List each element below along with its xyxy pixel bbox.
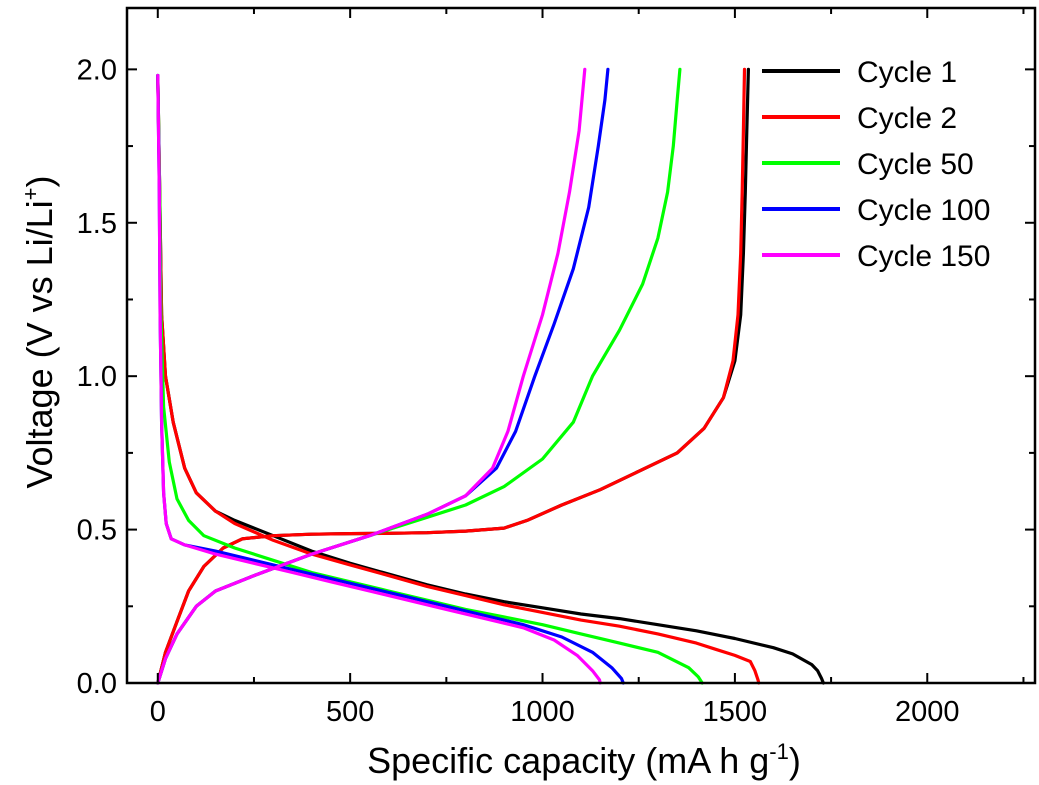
axis-ticks — [127, 8, 1035, 684]
x-tick-label: 1000 — [510, 696, 575, 728]
series-line-3-charge — [156, 67, 682, 685]
x-tick-label: 2000 — [895, 696, 960, 728]
legend-label: Cycle 2 — [857, 102, 957, 135]
legend-label: Cycle 50 — [857, 148, 974, 181]
series-line-2-discharge — [156, 76, 761, 685]
x-tick-label: 1500 — [703, 696, 768, 728]
series-line-5-discharge — [156, 73, 602, 685]
y-tick-label: 0.0 — [77, 668, 117, 700]
y-tick-label: 1.0 — [77, 361, 117, 393]
series-line-2-charge — [156, 67, 747, 685]
legend-label: Cycle 150 — [857, 240, 990, 273]
series-line-3-discharge — [156, 73, 704, 685]
legend: Cycle 1 Cycle 2 Cycle 50 Cycle 100 Cycle 150 — [762, 56, 990, 273]
series-line-5-charge — [156, 67, 587, 685]
plot-area — [125, 6, 1037, 685]
x-tick-labels: 0 500 1000 1500 2000 — [150, 696, 960, 728]
series-line-1-discharge — [156, 73, 826, 685]
y-tick-label: 1.5 — [77, 208, 117, 240]
x-tick-label: 0 — [150, 696, 166, 728]
series-line-4-discharge — [156, 73, 625, 685]
plot-frame — [125, 6, 1037, 685]
y-tick-labels: 0.0 0.5 1.0 1.5 2.0 — [77, 54, 117, 700]
x-axis-title: Specific capacity (mA h g-1) — [367, 739, 801, 781]
legend-label: Cycle 1 — [857, 56, 957, 89]
x-tick-label: 500 — [326, 696, 374, 728]
legend-label: Cycle 100 — [857, 194, 990, 227]
y-tick-label: 0.5 — [77, 515, 117, 547]
y-axis-title: Voltage (V vs Li/Li+) — [18, 175, 60, 488]
y-tick-label: 2.0 — [77, 54, 117, 86]
